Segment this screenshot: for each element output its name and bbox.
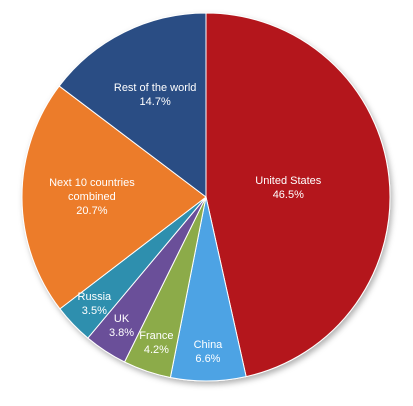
- value-label: 20.7%: [76, 205, 108, 218]
- value-label: 3.5%: [81, 304, 107, 317]
- value-label: 6.6%: [195, 352, 221, 365]
- value-label: 4.2%: [143, 344, 169, 357]
- pie: [21, 12, 391, 382]
- pie-slice: [205, 12, 391, 378]
- pie-slice: [58, 12, 207, 199]
- pie-slice: [21, 85, 207, 310]
- category-label: United States: [255, 174, 322, 187]
- category-label: Rest of the world: [113, 81, 197, 94]
- value-label: 3.8%: [109, 327, 135, 340]
- slice-label: United States 46.5%: [233, 174, 343, 202]
- category-label: France: [139, 330, 174, 343]
- slice-label: Rest of the world 14.7%: [100, 81, 210, 109]
- category-label: China: [193, 338, 223, 351]
- category-label: UK: [113, 313, 130, 326]
- value-label: 46.5%: [272, 188, 304, 201]
- category-label: Russia: [77, 290, 112, 303]
- slice-label: Russia 3.5%: [78, 290, 112, 318]
- value-label: 14.7%: [139, 95, 171, 108]
- category-label: Next 10 countries combined: [49, 177, 135, 204]
- slice-label: UK 3.8%: [109, 312, 134, 340]
- slice-label: Next 10 countries combined 20.7%: [37, 176, 147, 218]
- slice-label: France 4.2%: [139, 329, 173, 357]
- slice-label: China 6.6%: [194, 338, 223, 366]
